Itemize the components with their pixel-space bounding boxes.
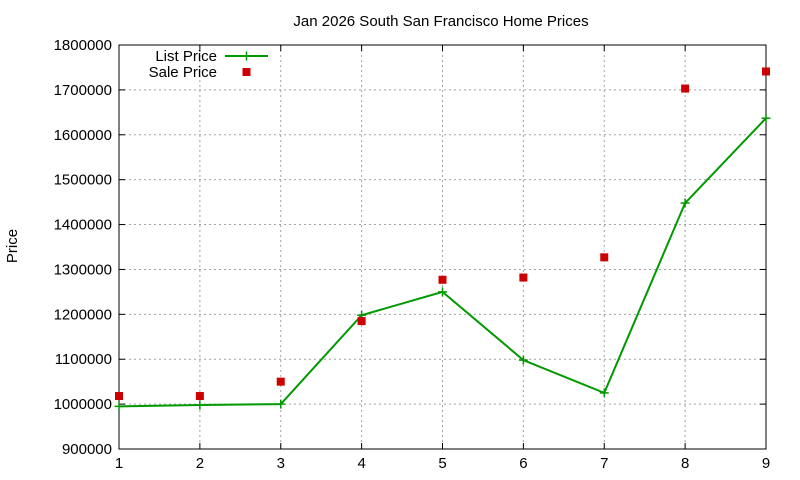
data-point-sale-price — [681, 84, 690, 93]
data-point-sale-price — [600, 253, 609, 262]
data-point-sale-price — [195, 392, 204, 401]
y-tick-label: 1800000 — [54, 37, 112, 54]
x-tick-label: 1 — [115, 455, 123, 472]
x-tick-label: 4 — [357, 455, 365, 472]
x-tick-label: 7 — [600, 455, 608, 472]
y-tick-label: 1100000 — [55, 351, 112, 368]
y-tick-label: 1200000 — [54, 306, 112, 323]
y-tick-label: 1700000 — [54, 82, 112, 99]
y-tick-label: 1500000 — [54, 172, 112, 189]
y-tick-label: 900000 — [62, 441, 112, 458]
x-tick-label: 5 — [438, 455, 446, 472]
data-point-list-price — [680, 198, 690, 208]
data-point-sale-price — [438, 275, 447, 284]
data-point-sale-price — [762, 67, 770, 76]
x-tick-label: 6 — [519, 455, 527, 472]
legend-label: List Price — [155, 48, 217, 65]
series-layer — [114, 67, 771, 411]
grid — [118, 44, 767, 450]
legend-marker-sale-price — [242, 68, 251, 76]
x-tick-label: 9 — [762, 455, 770, 472]
y-tick-label: 1600000 — [54, 127, 112, 144]
legend-marker-list-price — [242, 51, 251, 61]
y-tick-label: 1300000 — [54, 261, 112, 278]
data-point-list-price — [195, 400, 205, 410]
axes — [118, 44, 767, 450]
y-tick-label: 1000000 — [54, 396, 112, 413]
chart-title: Jan 2026 South San Francisco Home Prices — [293, 13, 588, 30]
tick-labels: 1 2 3 4 5 6 7 8 9 900000 1000000 1100000 1200000 1300… — [54, 37, 771, 472]
y-tick-label: 1400000 — [54, 217, 112, 234]
data-point-sale-price — [357, 317, 366, 326]
x-tick-label: 8 — [681, 455, 689, 472]
x-tick-label: 3 — [277, 455, 285, 472]
x-tick-label: 2 — [196, 455, 204, 472]
data-point-sale-price — [115, 392, 123, 401]
y-axis-label: Price — [4, 229, 21, 263]
data-point-list-price — [276, 399, 286, 409]
data-point-sale-price — [519, 273, 528, 282]
data-point-list-price — [518, 355, 528, 365]
data-point-list-price — [599, 388, 609, 398]
legend-label: Sale Price — [149, 64, 217, 81]
data-point-sale-price — [276, 377, 285, 386]
data-point-list-price — [438, 287, 447, 297]
data-point-list-price — [761, 113, 771, 123]
data-point-list-price — [114, 401, 124, 411]
